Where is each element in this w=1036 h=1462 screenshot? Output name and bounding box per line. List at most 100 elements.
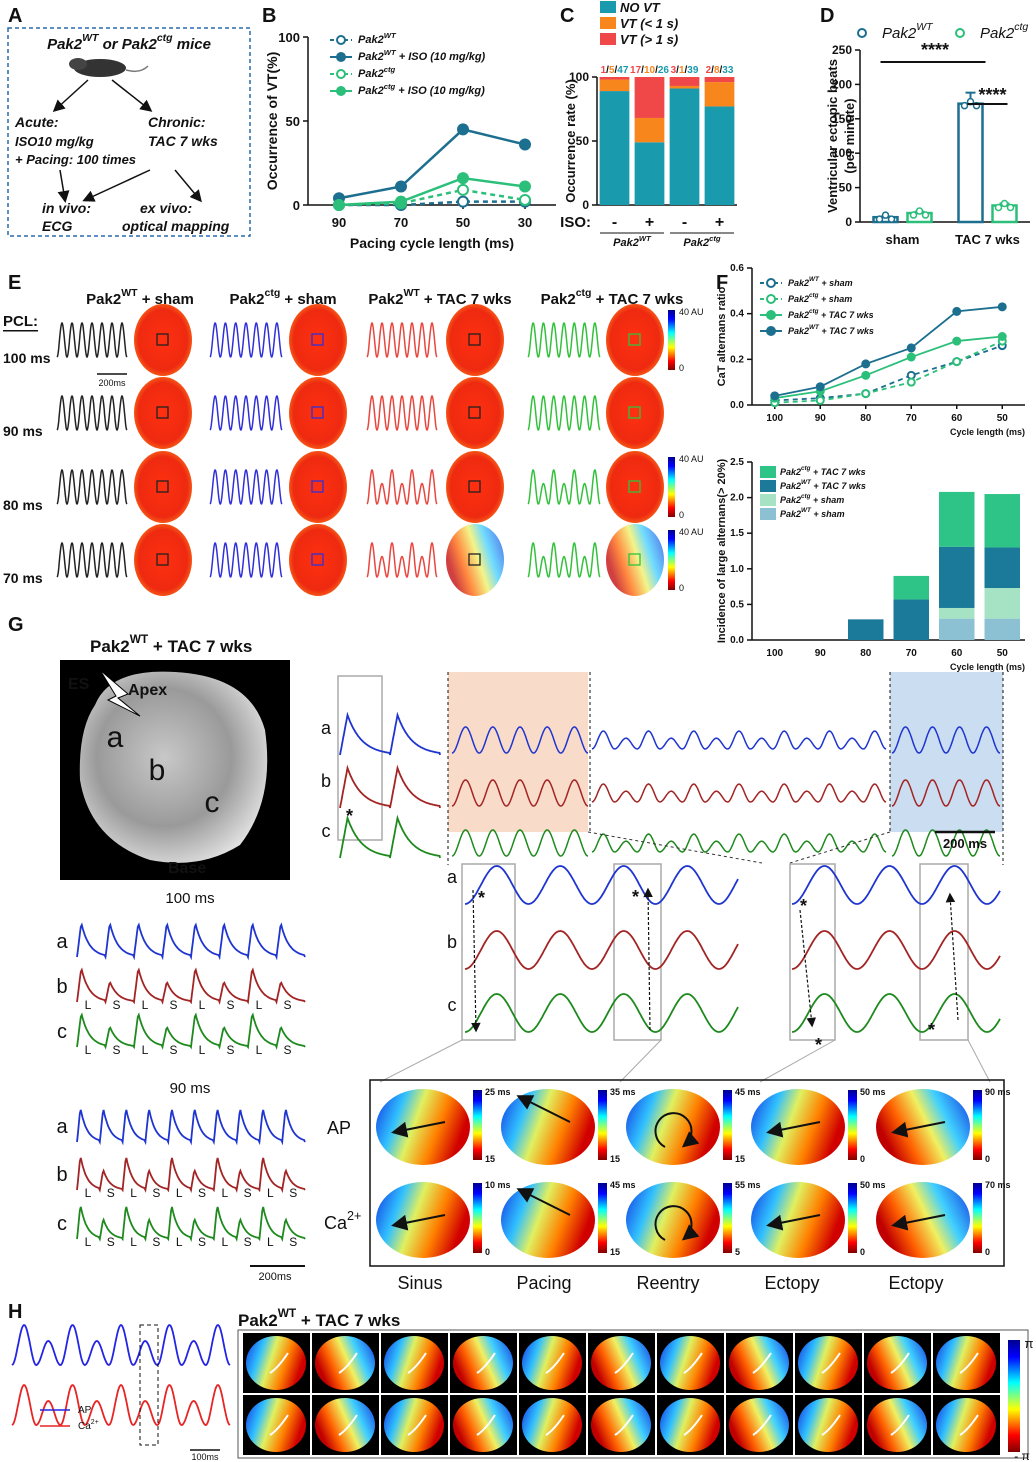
row-label: 100 ms	[3, 350, 51, 366]
bar-segment	[893, 599, 929, 640]
superscript: WT	[639, 234, 652, 243]
legend-label: Ca2+	[78, 1419, 99, 1432]
annotation-sep: /	[720, 65, 723, 76]
arrow	[52, 79, 89, 113]
text-run: Cycle length (ms)	[950, 427, 1025, 437]
site-label: b	[321, 771, 331, 791]
text-run: + TAC 7 wks	[296, 1311, 400, 1330]
panel-label: B	[262, 5, 276, 27]
text-run: L	[85, 998, 92, 1012]
superscript: 2+	[347, 1209, 361, 1223]
colorbar-min: 0	[485, 1247, 490, 1257]
y-tick-label: 250	[832, 43, 852, 57]
text-run: 70	[394, 215, 408, 230]
phase-arrow	[338, 1352, 358, 1374]
text-run: 80 ms	[3, 497, 43, 513]
text-run: 35 ms	[610, 1087, 636, 1097]
text-run: c	[448, 995, 457, 1015]
text-run: Ca	[324, 1213, 348, 1233]
base-label: Base	[168, 860, 206, 877]
alternans-label: L	[130, 1186, 137, 1200]
pcl-label: 100 ms	[165, 890, 214, 907]
alternans-label: L	[199, 1043, 206, 1057]
text-run: Pak2	[47, 36, 83, 53]
y-tick-label: 100	[278, 30, 300, 45]
legend-marker	[336, 52, 346, 62]
group-label: Pak2WT	[613, 234, 652, 249]
text-run: 0.6	[730, 263, 744, 274]
text-run: ECG	[42, 218, 72, 234]
annotation-sep: /	[676, 65, 679, 76]
text-run: L	[130, 1186, 137, 1200]
phase-arrow	[959, 1414, 979, 1436]
phase-map	[591, 1336, 651, 1390]
legend-label: Pak2ctg	[980, 21, 1028, 42]
text-run: L	[267, 1235, 274, 1249]
colorbar-max: 40 AU	[679, 454, 704, 464]
phase-arrow	[545, 1352, 565, 1374]
alternans-label: S	[226, 1043, 234, 1057]
phase-arrow	[614, 1352, 634, 1374]
text-run: + sham	[280, 291, 336, 308]
y-tick-label: 0.5	[730, 599, 744, 610]
text-run: L	[256, 998, 263, 1012]
alternans-label: S	[169, 998, 177, 1012]
text-run: Incidence of large alternans(> 20%)	[716, 459, 728, 644]
series-line	[774, 344, 1003, 402]
alternans-label: S	[152, 1186, 160, 1200]
alternans-label: S	[112, 998, 120, 1012]
text-run: optical mapping	[122, 218, 230, 234]
trace	[451, 779, 589, 807]
conduction-arrow	[471, 889, 481, 1033]
point	[861, 370, 871, 380]
text-run: 100	[569, 70, 589, 84]
alternans-label: S	[283, 1043, 291, 1057]
bar-segment	[599, 91, 630, 205]
colorbar-min: 0	[860, 1247, 865, 1257]
conduction-arrow	[945, 892, 959, 1021]
alternans-label: L	[221, 1235, 228, 1249]
ectopy-marker: *	[346, 806, 353, 826]
text-run: Pak2	[788, 310, 809, 320]
text-run: TAC 7 wks	[148, 133, 218, 149]
alternans-label: S	[283, 998, 291, 1012]
text-run: 15	[485, 1154, 495, 1164]
es-label: ES	[68, 676, 90, 693]
point	[395, 180, 407, 193]
text-run: Pak2	[788, 278, 809, 288]
alternans-label: L	[256, 998, 263, 1012]
roi-box	[628, 333, 641, 346]
text-run: S	[198, 1186, 206, 1200]
legend-label: Pak2WT + sham	[780, 507, 845, 519]
zoom-box	[919, 863, 969, 1041]
text-run: in vivo:	[42, 200, 91, 216]
phase-map	[660, 1398, 720, 1452]
superscript: ctg	[384, 65, 396, 74]
text-run: mice	[173, 36, 211, 53]
text-run: 0	[582, 198, 589, 212]
colorbar-min: 0	[679, 363, 684, 373]
text-run: L	[199, 998, 206, 1012]
trace	[76, 967, 306, 1005]
bar	[957, 102, 984, 224]
bar-segment	[634, 117, 665, 143]
superscript: ctg	[709, 234, 721, 243]
trace	[209, 541, 283, 579]
trace	[366, 468, 438, 505]
annotation-sep: /	[615, 65, 618, 76]
superscript: WT	[809, 324, 820, 331]
text-run: Pak2	[358, 51, 384, 63]
propagation-arrow	[391, 1214, 446, 1231]
phase-arrow	[959, 1352, 979, 1374]
superscript: WT	[130, 632, 149, 646]
legend-label: Pak2WT + ISO (10 mg/kg)	[358, 48, 486, 63]
colorbar-max: 70 ms	[985, 1180, 1011, 1190]
panel-label: G	[8, 614, 24, 636]
activation-map	[626, 1089, 720, 1165]
trace	[56, 541, 128, 579]
bar-annotation: 3/1/39	[671, 65, 699, 76]
text-run: Pak2	[238, 1311, 278, 1330]
text-run: 1.5	[730, 528, 744, 539]
colorbar-max: 50 ms	[860, 1180, 886, 1190]
text-run: Ectopy	[764, 1273, 819, 1293]
